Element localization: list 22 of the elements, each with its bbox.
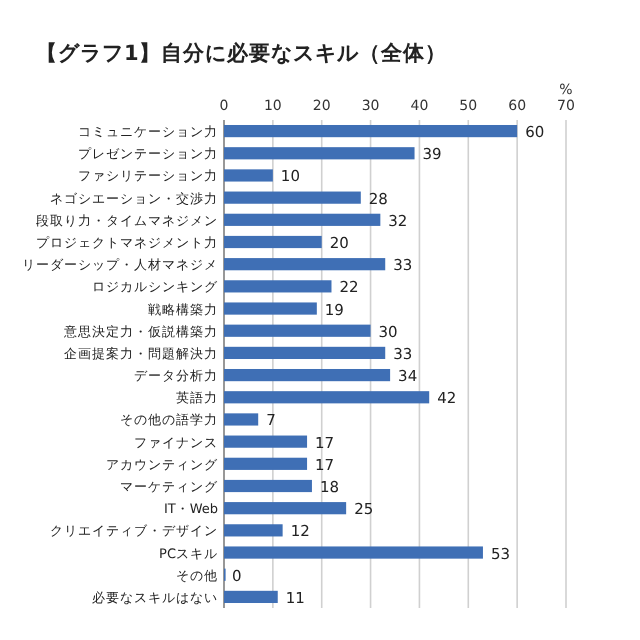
bar	[224, 413, 259, 426]
bar	[224, 391, 430, 404]
chart-title: 【グラフ1】自分に必要なスキル（全体）	[36, 40, 447, 66]
bar	[224, 280, 332, 293]
bar	[224, 169, 273, 182]
bar	[224, 590, 278, 604]
bar	[224, 546, 483, 559]
bar	[224, 524, 283, 537]
bar	[224, 457, 308, 470]
bar	[224, 302, 317, 315]
bar	[224, 324, 371, 337]
bar	[224, 258, 386, 271]
bar	[224, 502, 347, 515]
bar	[224, 235, 322, 249]
bar	[224, 147, 415, 160]
bar	[224, 191, 361, 204]
bar	[224, 346, 386, 360]
bar	[224, 368, 391, 382]
bar	[224, 124, 518, 138]
bar	[224, 435, 308, 448]
bar	[224, 479, 312, 493]
bar	[224, 213, 381, 226]
